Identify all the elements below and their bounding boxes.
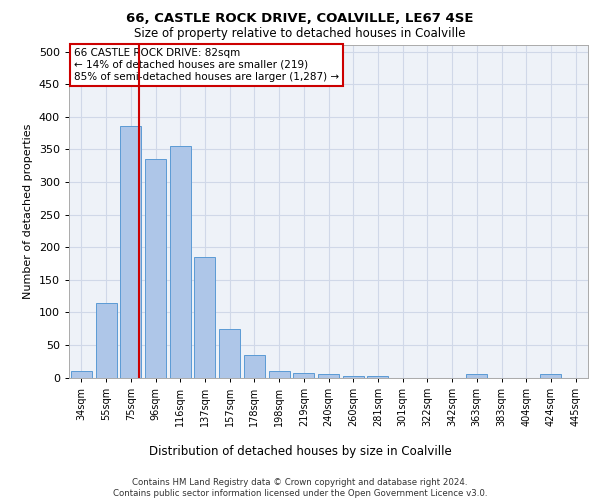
Bar	[343, 376, 364, 378]
Bar	[244, 354, 265, 378]
Bar	[71, 371, 92, 378]
Bar	[367, 376, 388, 378]
Text: Size of property relative to detached houses in Coalville: Size of property relative to detached ho…	[134, 28, 466, 40]
Bar	[120, 126, 141, 378]
Text: Distribution of detached houses by size in Coalville: Distribution of detached houses by size …	[149, 445, 451, 458]
Bar	[466, 374, 487, 378]
Bar	[194, 257, 215, 378]
Y-axis label: Number of detached properties: Number of detached properties	[23, 124, 33, 299]
Bar	[318, 374, 339, 378]
Bar	[95, 302, 116, 378]
Text: 66 CASTLE ROCK DRIVE: 82sqm
← 14% of detached houses are smaller (219)
85% of se: 66 CASTLE ROCK DRIVE: 82sqm ← 14% of det…	[74, 48, 340, 82]
Bar	[541, 374, 562, 378]
Bar	[145, 159, 166, 378]
Bar	[269, 371, 290, 378]
Text: 66, CASTLE ROCK DRIVE, COALVILLE, LE67 4SE: 66, CASTLE ROCK DRIVE, COALVILLE, LE67 4…	[126, 12, 474, 26]
Bar	[219, 328, 240, 378]
Bar	[293, 373, 314, 378]
Bar	[170, 146, 191, 378]
Text: Contains HM Land Registry data © Crown copyright and database right 2024.
Contai: Contains HM Land Registry data © Crown c…	[113, 478, 487, 498]
